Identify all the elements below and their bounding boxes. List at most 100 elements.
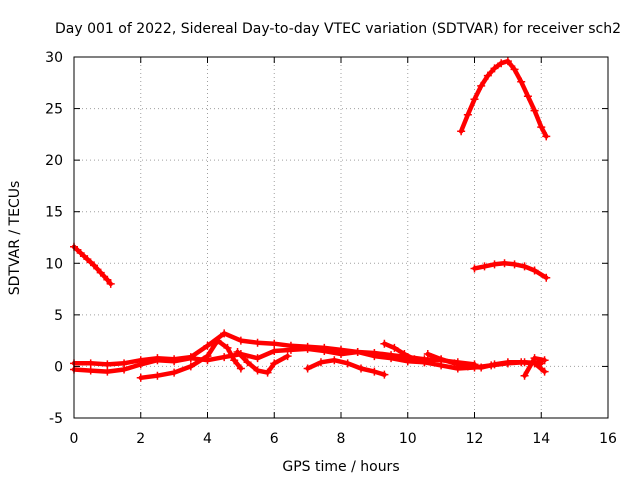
series-arc-6: [136, 336, 245, 382]
data-point: [170, 368, 179, 377]
y-tick-label: 20: [45, 153, 63, 169]
data-point: [236, 336, 245, 345]
data-point: [542, 273, 551, 282]
data-point: [530, 106, 539, 115]
series-arc-2: [457, 57, 551, 141]
x-tick-label: 4: [203, 431, 212, 447]
x-tick-label: 12: [466, 431, 484, 447]
data-point: [542, 132, 551, 141]
data-point: [530, 354, 539, 363]
y-tick-label: -5: [49, 411, 63, 427]
data-point: [220, 353, 229, 362]
data-point: [96, 268, 105, 277]
series-arc-3: [470, 259, 551, 282]
data-point: [320, 346, 329, 355]
axis-ticks: [73, 56, 609, 419]
data-point: [357, 364, 366, 373]
data-point: [497, 59, 506, 68]
x-tick-label: 16: [599, 431, 617, 447]
data-point: [233, 347, 242, 356]
data-point: [503, 358, 512, 367]
data-point: [480, 262, 489, 271]
data-point: [203, 341, 212, 350]
x-tick-label: 6: [270, 431, 279, 447]
data-point: [170, 357, 179, 366]
series-line: [425, 351, 547, 374]
data-point: [470, 95, 479, 104]
y-tick-label: 10: [45, 256, 63, 272]
data-point: [503, 57, 512, 66]
y-tick-label: 15: [45, 205, 63, 221]
data-point: [86, 359, 95, 368]
data-point: [537, 123, 546, 132]
data-point: [230, 356, 239, 365]
data-point: [186, 362, 195, 371]
data-point: [186, 354, 195, 363]
data-point: [343, 359, 352, 368]
y-tick-label: 5: [54, 308, 63, 324]
data-point: [470, 264, 479, 273]
chart-title: Day 001 of 2022, Sidereal Day-to-day VTE…: [55, 21, 621, 37]
data-point: [353, 347, 362, 356]
data-point: [136, 360, 145, 369]
data-point: [243, 358, 252, 367]
data-point: [120, 365, 129, 374]
data-point: [387, 354, 396, 363]
data-point: [390, 343, 399, 352]
data-point: [90, 261, 99, 270]
x-tick-label: 2: [136, 431, 145, 447]
y-tick-label: 25: [45, 102, 63, 118]
data-point: [270, 359, 279, 368]
data-point: [203, 352, 212, 361]
data-point: [380, 370, 389, 379]
data-point: [510, 260, 519, 269]
data-point: [400, 350, 409, 359]
data-point: [477, 363, 486, 372]
data-point: [483, 71, 492, 80]
data-point: [253, 354, 262, 363]
data-point: [540, 367, 549, 376]
data-point: [213, 336, 222, 345]
x-tick-labels: 0 2 4 6 8 10 12 14 16: [70, 431, 617, 447]
data-point: [283, 352, 292, 361]
y-tick-label: 0: [54, 359, 63, 375]
data-point: [520, 262, 529, 271]
data-point: [490, 64, 499, 73]
data-point: [477, 81, 486, 90]
series-arc-1: [70, 242, 115, 288]
data-point: [286, 345, 295, 354]
data-point: [223, 343, 232, 352]
data-point: [380, 339, 389, 348]
data-point: [370, 367, 379, 376]
data-point: [540, 356, 549, 365]
x-axis-label: GPS time / hours: [282, 459, 399, 475]
data-point: [236, 364, 245, 373]
y-tick-labels: -5 0 5 10 15 20 25 30: [45, 50, 63, 427]
data-point: [490, 360, 499, 369]
data-point: [517, 77, 526, 86]
data-point: [253, 366, 262, 375]
data-point: [153, 356, 162, 365]
y-tick-label: 30: [45, 50, 63, 66]
data-point: [403, 357, 412, 366]
data-point: [370, 352, 379, 361]
data-point: [423, 350, 432, 359]
data-point: [86, 366, 95, 375]
data-point: [437, 355, 446, 364]
data-point: [263, 368, 272, 377]
x-tick-label: 8: [337, 431, 346, 447]
data-point: [517, 358, 526, 367]
data-point: [457, 127, 466, 136]
data-point: [450, 359, 459, 368]
data-point: [136, 373, 145, 382]
data-point: [490, 260, 499, 269]
data-point: [500, 259, 509, 268]
data-point: [410, 355, 419, 364]
data-series: [70, 57, 551, 382]
data-point: [463, 362, 472, 371]
data-point: [530, 266, 539, 275]
data-point: [76, 248, 85, 257]
series-arc-10: [423, 350, 549, 376]
data-point: [316, 358, 325, 367]
